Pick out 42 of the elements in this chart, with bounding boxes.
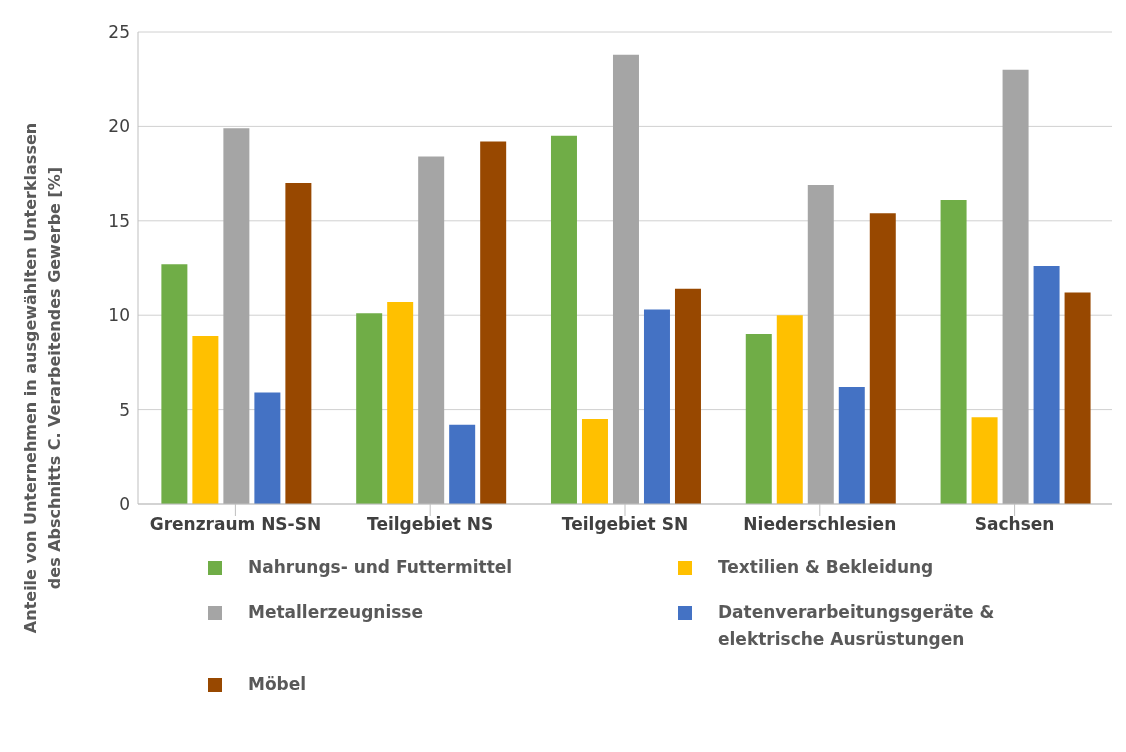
bar	[807, 184, 834, 504]
x-tick-label: Teilgebiet NS	[367, 514, 494, 535]
bar	[449, 424, 476, 504]
bar	[674, 288, 701, 504]
y-tick-label: 25	[108, 22, 130, 43]
bar	[581, 419, 608, 504]
bar	[1064, 292, 1091, 504]
y-tick-label: 20	[108, 116, 130, 137]
bar	[161, 264, 188, 504]
bar	[254, 392, 281, 504]
legend-label: Textilien & Bekleidung	[718, 556, 935, 579]
bar	[192, 335, 219, 504]
bar	[480, 141, 507, 504]
bar	[745, 334, 772, 504]
x-tick-label: Niederschlesien	[743, 514, 897, 535]
y-tick-label: 10	[108, 305, 130, 326]
legend-label: Nahrungs- und Futtermittel	[248, 556, 514, 579]
bar	[387, 301, 414, 504]
bar	[838, 386, 865, 504]
bar	[776, 315, 803, 504]
bar	[1002, 69, 1029, 504]
x-tick-label: Teilgebiet SN	[561, 514, 689, 535]
bar	[418, 156, 445, 504]
legend-label: Metallerzeugnisse	[248, 601, 424, 624]
bar	[285, 183, 312, 504]
bar	[1033, 266, 1060, 504]
y-tick-label: 0	[119, 494, 130, 515]
bar	[940, 200, 967, 504]
bar	[612, 54, 639, 504]
y-tick-label: 5	[119, 399, 130, 420]
y-tick-label: 15	[108, 210, 130, 231]
y-axis-title: Anteile von Unternehmen in ausgewählten Unterklassen des Abschnitts C. Verarbeitendes Gewerbe [%]	[21, 122, 64, 634]
bar	[869, 213, 896, 504]
bar	[356, 313, 383, 504]
bar	[643, 309, 670, 504]
x-tick-label: Sachsen	[974, 514, 1055, 535]
legend-label: Datenverarbeitungsgeräte & elektrische Ausrüstungen	[718, 601, 996, 651]
legend-label: Möbel	[248, 673, 308, 696]
bar	[223, 128, 250, 504]
x-tick-label: Grenzraum NS-SN	[149, 514, 322, 535]
bar	[971, 417, 998, 504]
bar	[550, 135, 577, 504]
